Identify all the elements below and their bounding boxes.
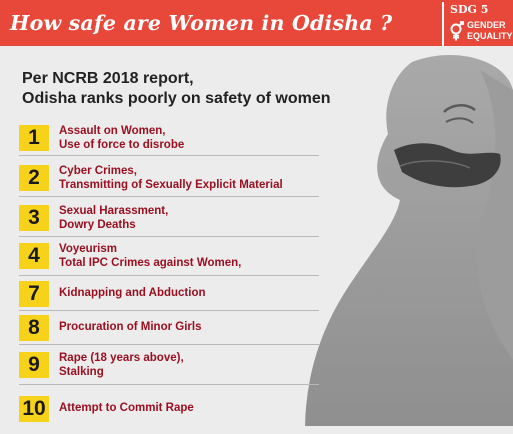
divider xyxy=(19,196,319,197)
rank-label: Kidnapping and Abduction xyxy=(59,287,206,299)
gender-equality-icon xyxy=(450,21,464,41)
rank-badge: 10 xyxy=(19,396,49,422)
page-title: How safe are Women in Odisha ? xyxy=(10,11,393,35)
rank-label: Assault on Women, Use of force to disrob… xyxy=(59,125,185,151)
intro-text: Per NCRB 2018 report, Odisha ranks poorl… xyxy=(22,69,331,109)
divider xyxy=(19,310,319,311)
rank-label: Voyeurism Total IPC Crimes against Women… xyxy=(59,243,242,269)
list-item: 8 Procuration of Minor Girls xyxy=(19,315,319,353)
intro-line-2: Odisha ranks poorly on safety of women xyxy=(22,90,331,107)
sdg-goal-label: GENDER EQUALITY xyxy=(467,20,513,41)
rank-label: Sexual Harassment, Dowry Deaths xyxy=(59,205,169,231)
divider xyxy=(19,344,319,345)
list-item: 4 Voyeurism Total IPC Crimes against Wom… xyxy=(19,243,319,281)
title-banner: How safe are Women in Odisha ? SDG 5 GEN… xyxy=(0,0,513,46)
rank-label: Cyber Crimes, Transmitting of Sexually E… xyxy=(59,165,283,191)
rank-label: Procuration of Minor Girls xyxy=(59,321,202,333)
list-item: 3 Sexual Harassment, Dowry Deaths xyxy=(19,205,319,243)
rank-badge: 2 xyxy=(19,165,49,191)
rank-badge: 7 xyxy=(19,281,49,307)
list-item: 1 Assault on Women, Use of force to disr… xyxy=(19,125,319,163)
rank-badge: 4 xyxy=(19,243,49,269)
list-item: 9 Rape (18 years above), Stalking xyxy=(19,352,319,390)
sdg-badge: SDG 5 GENDER EQUALITY xyxy=(442,2,513,46)
rank-badge: 8 xyxy=(19,315,49,341)
divider xyxy=(19,155,319,156)
list-item: 2 Cyber Crimes, Transmitting of Sexually… xyxy=(19,165,319,203)
rank-label: Rape (18 years above), Stalking xyxy=(59,352,184,378)
rank-label: Attempt to Commit Rape xyxy=(59,402,194,414)
intro-line-1: Per NCRB 2018 report, xyxy=(22,70,194,87)
list-item: 7 Kidnapping and Abduction xyxy=(19,281,319,319)
list-item: 10 Attempt to Commit Rape xyxy=(19,396,319,434)
rank-badge: 1 xyxy=(19,125,49,151)
rank-badge: 3 xyxy=(19,205,49,231)
woman-silhouette-illustration xyxy=(305,54,513,426)
divider xyxy=(19,384,319,385)
sdg-number: SDG 5 xyxy=(450,3,489,16)
divider xyxy=(19,236,319,237)
rank-badge: 9 xyxy=(19,352,49,378)
divider xyxy=(19,275,319,276)
